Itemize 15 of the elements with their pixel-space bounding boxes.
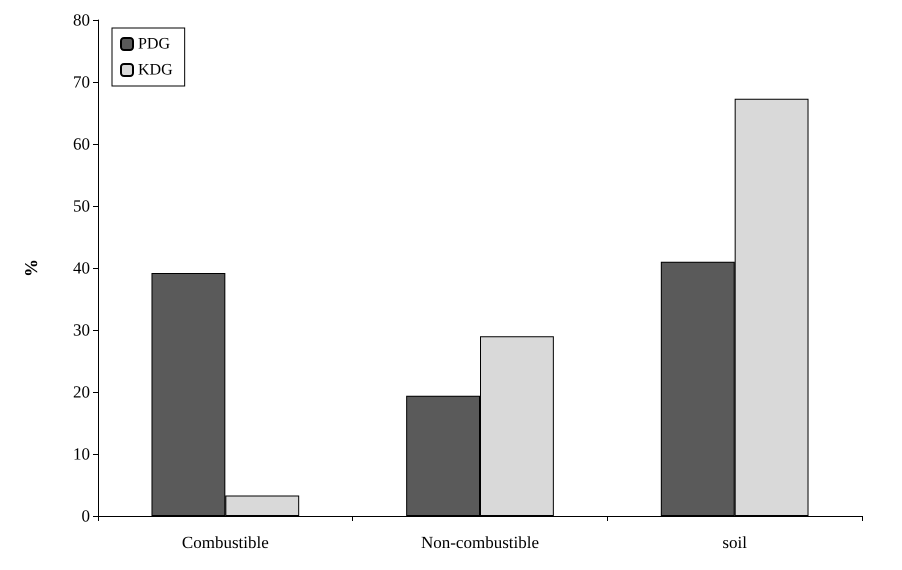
x-tick-label: soil (722, 533, 748, 552)
y-tick-label: 50 (73, 196, 90, 216)
y-tick-label: 30 (73, 320, 90, 340)
y-tick-label: 0 (82, 506, 90, 526)
y-tick-label: 80 (73, 10, 90, 30)
y-tick-label: 10 (73, 444, 90, 464)
legend-label: PDG (138, 36, 170, 52)
y-tick-label: 60 (73, 134, 90, 154)
y-tick-label: 70 (73, 72, 90, 92)
x-tick-label: Combustible (182, 533, 269, 552)
y-tick-label: 40 (73, 258, 90, 278)
legend-label: KDG (138, 62, 174, 78)
x-tick-label: Non-combustible (420, 533, 540, 552)
y-axis-title: % (21, 259, 41, 277)
y-tick-label: 20 (73, 382, 90, 402)
